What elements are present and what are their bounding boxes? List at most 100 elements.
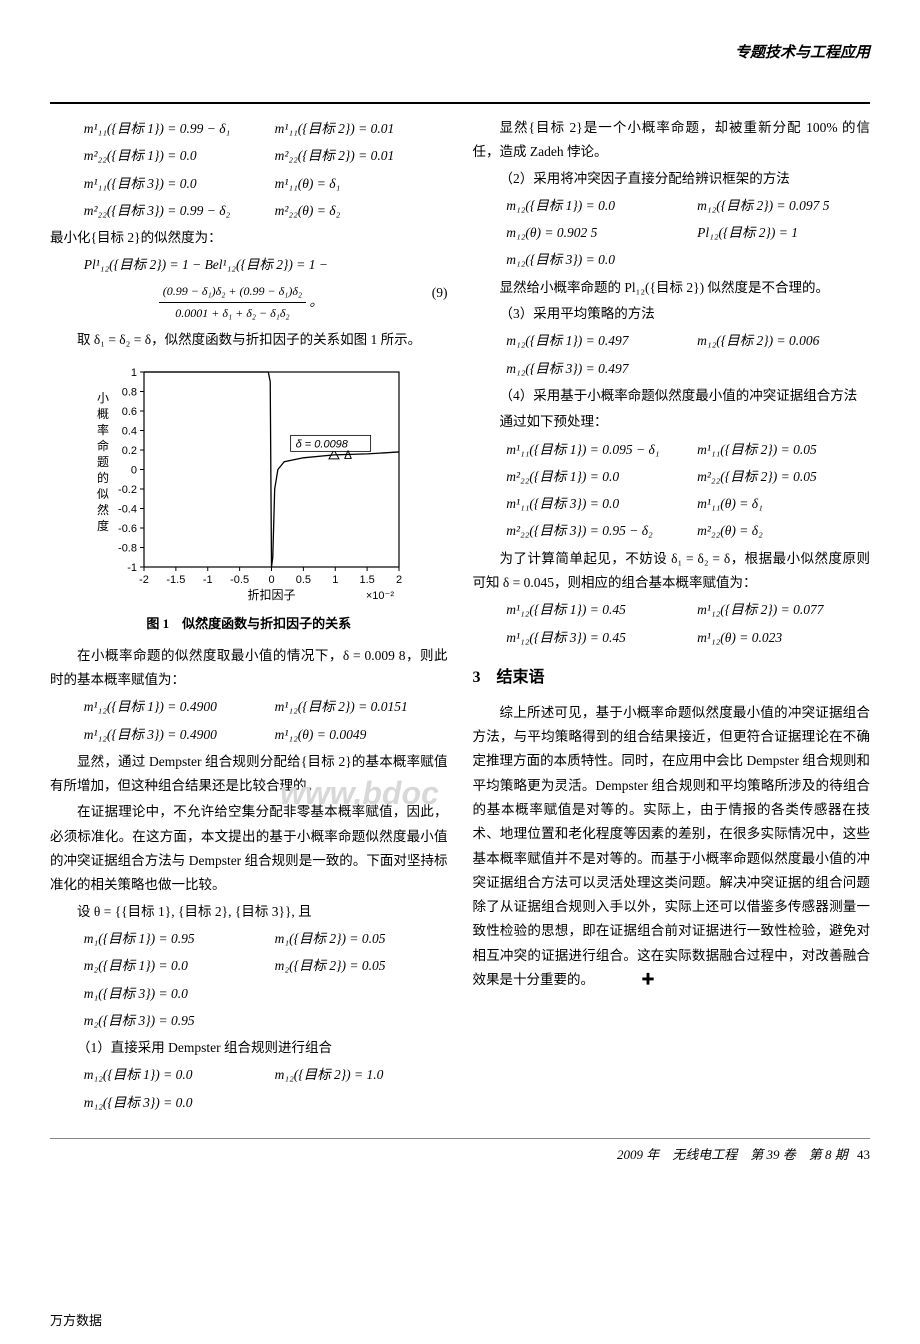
svg-text:1: 1 — [332, 574, 338, 586]
page-number: 43 — [857, 1147, 870, 1162]
math-expr: m¹₁₁(θ) = δ₁ — [275, 172, 448, 196]
math-expr: m₁₂({目标 1}) = 0.0 — [506, 194, 679, 218]
math-expr: m²₂₂({目标 2}) = 0.01 — [275, 144, 448, 168]
math-expr: m₁({目标 2}) = 0.05 — [275, 927, 448, 951]
svg-text:0.5: 0.5 — [295, 574, 310, 586]
math-expr: m₁₂({目标 3}) = 0.497 — [506, 357, 870, 381]
math-expr: m¹₁₁(θ) = δ₁ — [697, 492, 870, 516]
list-item: （3）采用平均策略的方法 — [473, 302, 871, 326]
paragraph: 设 θ = {{目标 1}, {目标 2}, {目标 3}}, 且 — [50, 900, 448, 924]
math-expr: m²₂₂({目标 3}) = 0.95 − δ₂ — [506, 519, 679, 543]
eq-number: (9) — [432, 281, 448, 305]
math-expr: m²₂₂({目标 3}) = 0.99 − δ₂ — [84, 199, 257, 223]
math-expr: m¹₁₂({目标 2}) = 0.0151 — [275, 695, 448, 719]
math-expr: m¹₁₂({目标 1}) = 0.45 — [506, 598, 679, 622]
wanfang-mark: 万方数据 — [50, 1309, 102, 1332]
math-expr: m²₂₂(θ) = δ₂ — [697, 519, 870, 543]
math-expr: m¹₁₂({目标 3}) = 0.4900 — [84, 723, 257, 747]
svg-text:概: 概 — [97, 407, 109, 421]
fraction-eq: (0.99 − δ₁)δ₂ + (0.99 − δ₁)δ₂ 0.0001 + δ… — [50, 281, 448, 325]
paragraph: 最小化{目标 2}的似然度为： — [50, 226, 448, 250]
paragraph: 显然给小概率命题的 Pl₁₂({目标 2}) 似然度是不合理的。 — [473, 276, 871, 300]
eq-row: m₁₂(θ) = 0.902 5 Pl₁₂({目标 2}) = 1 — [506, 221, 870, 245]
eq-row: m¹₁₁({目标 1}) = 0.99 − δ₁ m¹₁₁({目标 2}) = … — [84, 117, 448, 141]
frac-num: (0.99 − δ₁)δ₂ + (0.99 − δ₁)δ₂ — [159, 281, 306, 304]
svg-text:1.5: 1.5 — [359, 574, 374, 586]
paragraph: 显然，通过 Dempster 组合规则分配给{目标 2}的基本概率赋值有所增加，… — [50, 750, 448, 799]
math-expr: m₁₂({目标 2}) = 0.006 — [697, 329, 870, 353]
journal-info: 2009 年 无线电工程 第 39 卷 第 8 期 — [617, 1147, 848, 1162]
eq-row: m¹₁₁({目标 1}) = 0.095 − δ₁ m¹₁₁({目标 2}) =… — [506, 438, 870, 462]
eq-row: m¹₁₂({目标 1}) = 0.4900 m¹₁₂({目标 2}) = 0.0… — [84, 695, 448, 719]
right-column: 显然{目标 2}是一个小概率命题，却被重新分配 100% 的信任，造成 Zade… — [473, 114, 871, 1118]
paragraph: 通过如下预处理： — [473, 410, 871, 434]
math-expr: m₁₂({目标 2}) = 1.0 — [275, 1063, 448, 1087]
svg-text:1: 1 — [131, 367, 137, 379]
math-expr: m¹₁₁({目标 3}) = 0.0 — [506, 492, 679, 516]
math-expr: m¹₁₂(θ) = 0.0049 — [275, 723, 448, 747]
svg-text:折扣因子: 折扣因子 — [247, 587, 295, 602]
svg-text:0.4: 0.4 — [121, 426, 136, 438]
figure-caption: 图 1 似然度函数与折扣因子的关系 — [50, 612, 448, 635]
svg-text:-2: -2 — [139, 574, 149, 586]
eq-row: m¹₁₂({目标 3}) = 0.4900 m¹₁₂(θ) = 0.0049 — [84, 723, 448, 747]
math-expr: m₁({目标 1}) = 0.95 — [84, 927, 257, 951]
eq-row: m¹₁₁({目标 3}) = 0.0 m¹₁₁(θ) = δ₁ — [84, 172, 448, 196]
eq-row: m¹₁₂({目标 3}) = 0.45 m¹₁₂(θ) = 0.023 — [506, 626, 870, 650]
eq-row: m²₂₂({目标 1}) = 0.0 m²₂₂({目标 2}) = 0.01 — [84, 144, 448, 168]
paragraph: 为了计算简单起见，不妨设 δ₁ = δ₂ = δ，根据最小似然度原则可知 δ =… — [473, 547, 871, 596]
math-expr: m₁₂({目标 3}) = 0.0 — [84, 1091, 448, 1115]
math-expr: m¹₁₂({目标 1}) = 0.4900 — [84, 695, 257, 719]
eq-row: m₁({目标 1}) = 0.95 m₁({目标 2}) = 0.05 — [84, 927, 448, 951]
math-expr: m¹₁₁({目标 1}) = 0.095 − δ₁ — [506, 438, 679, 462]
math-expr: m₂({目标 1}) = 0.0 — [84, 954, 257, 978]
svg-text:-0.5: -0.5 — [230, 574, 249, 586]
svg-text:命: 命 — [97, 438, 109, 453]
chart-plot: -1-0.8-0.6-0.4-0.200.20.40.60.81-2-1.5-1… — [89, 362, 409, 607]
math-expr: m²₂₂({目标 1}) = 0.0 — [506, 465, 679, 489]
section-heading: 3 结束语 — [473, 664, 871, 693]
eq-row: m¹₁₂({目标 1}) = 0.45 m¹₁₂({目标 2}) = 0.077 — [506, 598, 870, 622]
two-column-layout: m¹₁₁({目标 1}) = 0.99 − δ₁ m¹₁₁({目标 2}) = … — [50, 114, 870, 1118]
math-expr: Pl₁₂({目标 2}) = 1 — [697, 221, 870, 245]
figure-1: -1-0.8-0.6-0.4-0.200.20.40.60.81-2-1.5-1… — [50, 362, 448, 635]
svg-text:率: 率 — [97, 422, 109, 437]
math-expr: m₂({目标 3}) = 0.95 — [84, 1009, 448, 1033]
frac-den: 0.0001 + δ₁ + δ₂ − δ₁δ₂ — [159, 303, 306, 325]
svg-text:小: 小 — [97, 391, 109, 405]
eq-row: m¹₁₁({目标 3}) = 0.0 m¹₁₁(θ) = δ₁ — [506, 492, 870, 516]
svg-text:然: 然 — [97, 502, 109, 517]
svg-text:0: 0 — [131, 465, 137, 477]
math-expr: m₁₂({目标 3}) = 0.0 — [506, 248, 870, 272]
math-expr: m²₂₂({目标 1}) = 0.0 — [84, 144, 257, 168]
math-expr: m₁₂({目标 1}) = 0.497 — [506, 329, 679, 353]
svg-text:Δ: Δ — [344, 448, 352, 462]
svg-text:0: 0 — [268, 574, 274, 586]
svg-text:0.2: 0.2 — [121, 445, 136, 457]
math-expr: m²₂₂({目标 2}) = 0.05 — [697, 465, 870, 489]
eq-row: m²₂₂({目标 1}) = 0.0 m²₂₂({目标 2}) = 0.05 — [506, 465, 870, 489]
svg-text:0.6: 0.6 — [121, 406, 136, 418]
math-expr: m¹₁₂(θ) = 0.023 — [697, 626, 870, 650]
svg-text:-0.4: -0.4 — [118, 504, 137, 516]
math-expr: m²₂₂(θ) = δ₂ — [275, 199, 448, 223]
math-expr: m₁₂({目标 1}) = 0.0 — [84, 1063, 257, 1087]
eq-row: m²₂₂({目标 3}) = 0.95 − δ₂ m²₂₂(θ) = δ₂ — [506, 519, 870, 543]
svg-text:度: 度 — [97, 518, 109, 533]
svg-text:的: 的 — [97, 470, 109, 485]
math-expr: m¹₁₁({目标 2}) = 0.01 — [275, 117, 448, 141]
svg-text:-1.5: -1.5 — [166, 574, 185, 586]
math-expr: m₂({目标 2}) = 0.05 — [275, 954, 448, 978]
math-expr: m¹₁₂({目标 3}) = 0.45 — [506, 626, 679, 650]
paragraph: 取 δ₁ = δ₂ = δ，似然度函数与折扣因子的关系如图 1 所示。 — [50, 328, 448, 352]
math-expr: m¹₁₁({目标 3}) = 0.0 — [84, 172, 257, 196]
page-footer: 2009 年 无线电工程 第 39 卷 第 8 期 43 — [50, 1138, 870, 1166]
math-expr: m₁₂({目标 2}) = 0.097 5 — [697, 194, 870, 218]
svg-text:δ = 0.0098: δ = 0.0098 — [295, 439, 348, 451]
svg-text:-1: -1 — [127, 562, 137, 574]
page-category: 专题技术与工程应用 — [50, 40, 870, 67]
conclusion-para: 综上所述可见，基于小概率命题似然度最小值的冲突证据组合方法，与平均策略得到的组合… — [473, 701, 871, 993]
math-expr: m¹₁₂({目标 2}) = 0.077 — [697, 598, 870, 622]
math-expr: Pl¹₁₂({目标 2}) = 1 − Bel¹₁₂({目标 2}) = 1 − — [84, 253, 448, 277]
svg-text:-0.6: -0.6 — [118, 523, 137, 535]
